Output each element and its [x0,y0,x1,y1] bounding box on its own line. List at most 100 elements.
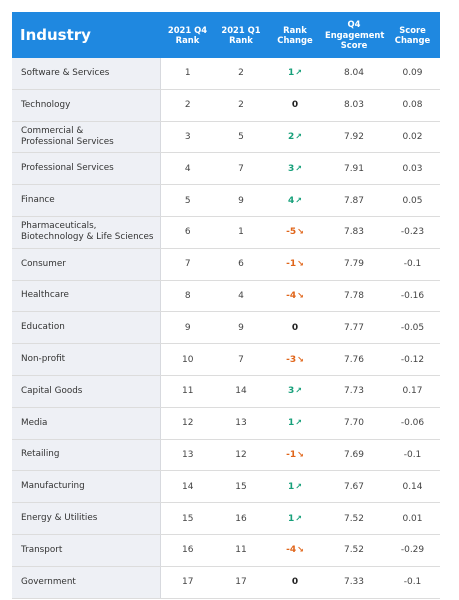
rank-change-value: -4 [286,290,297,301]
q1-rank-cell: 2 [215,58,267,90]
industry-label: Finance [21,195,55,206]
header-line: Change [394,35,431,45]
rank-change-value: 1 [288,513,295,524]
score-change-cell: 0.05 [385,184,440,217]
engagement-score-cell: 7.76 [323,343,385,376]
header-line: Change [277,35,313,45]
table-body: Software & Services 1 2 1↗ 8.04 0.09 Technolog… [12,58,440,599]
table-row: Education 9 9 0 7.77 -0.05 [12,311,440,345]
q4-rank-cell: 11 [160,375,215,408]
engagement-score-cell: 7.52 [323,534,385,567]
score-change-cell: -0.1 [385,566,440,599]
q1-rank-cell: 7 [215,152,267,186]
q4-rank-cell: 12 [160,407,215,440]
rank-change-value: 1 [288,481,295,492]
q4-rank-cell: 10 [160,343,215,376]
rank-change-value: 2 [288,131,295,142]
header-rank-change: Rank Change [267,12,323,58]
header-line: Rank [283,24,307,35]
q1-rank-cell: 6 [215,248,267,281]
table-row: Manufacturing 14 15 1↗ 7.67 0.14 [12,470,440,504]
header-score-change: Score Change [385,12,440,58]
industry-label: Education [21,322,65,333]
table-row: Transport 16 11 -4↘ 7.52 -0.29 [12,534,440,567]
rank-change-cell: -5↘ [267,216,323,249]
score-change-cell: -0.1 [385,248,440,281]
rank-change-value: 1 [288,418,295,429]
industry-label: Energy & Utilities [21,513,98,524]
q4-rank-cell: 15 [160,502,215,535]
table-row: Non-profit 10 7 -3↘ 7.76 -0.12 [12,343,440,376]
score-change-cell: 0.17 [385,375,440,408]
q1-rank-cell: 15 [215,470,267,504]
header-q1-rank: 2021 Q1 Rank [215,12,267,58]
table-row: Technology 2 2 0 8.03 0.08 [12,89,440,122]
score-change-cell: 0.01 [385,502,440,535]
header-line: 2021 Q4 [167,24,208,35]
score-change-cell: -0.29 [385,534,440,567]
header-engagement-score: Q4 Engagement Score [323,12,385,58]
rank-change-value: 1 [288,68,295,79]
header-industry: Industry [12,12,160,58]
rank-change-cell: 0 [267,89,323,122]
score-change-cell: -0.12 [385,343,440,376]
table-row: Software & Services 1 2 1↗ 8.04 0.09 [12,58,440,90]
q1-rank-cell: 7 [215,343,267,376]
engagement-score-cell: 7.92 [323,121,385,154]
industry-label: Consumer [21,258,66,269]
q1-rank-cell: 1 [215,216,267,249]
table-row: Pharmaceuticals, Biotechnology & Life Sci… [12,216,440,249]
industry-cell: Non-profit [12,343,161,376]
engagement-score-cell: 7.69 [323,439,385,472]
header-line: Engagement [325,29,385,40]
q1-rank-cell: 9 [215,184,267,217]
table-row: Government 17 17 0 7.33 -0.1 [12,566,440,599]
engagement-score-cell: 8.03 [323,89,385,122]
industry-cell: Education [12,311,161,345]
table-row: Consumer 7 6 -1↘ 7.79 -0.1 [12,248,440,281]
rank-change-value: 0 [291,322,299,333]
engagement-score-cell: 7.87 [323,184,385,217]
arrow-up-right-icon: ↗ [295,195,302,205]
engagement-score-cell: 7.33 [323,566,385,599]
header-row: Industry 2021 Q4 Rank 2021 Q1 Rank Rank … [12,12,440,58]
q1-rank-cell: 4 [215,280,267,313]
arrow-down-right-icon: ↘ [297,290,304,300]
q1-rank-cell: 16 [215,502,267,535]
score-change-cell: -0.05 [385,311,440,345]
rank-change-value: -3 [286,354,297,365]
header-q4-rank: 2021 Q4 Rank [160,12,215,58]
rank-change-value: -4 [286,545,297,556]
arrow-up-right-icon: ↗ [295,418,302,428]
industry-label: Retailing [21,449,60,460]
header-line: Score [340,40,368,51]
industry-label: Transport [21,544,63,555]
engagement-score-cell: 7.79 [323,248,385,281]
q4-rank-cell: 13 [160,439,215,472]
rank-change-cell: 2↗ [267,121,323,154]
rank-change-cell: 0 [267,566,323,599]
score-change-cell: 0.14 [385,470,440,504]
q1-rank-cell: 5 [215,121,267,154]
industry-cell: Retailing [12,439,161,472]
q4-rank-cell: 1 [160,58,215,90]
industry-label: Software & Services [21,67,110,78]
industry-label: Media [21,417,48,428]
industry-cell: Commercial & Professional Services [12,121,161,154]
industry-label: Technology [21,99,71,110]
engagement-score-cell: 7.67 [323,470,385,504]
rank-change-cell: 1↗ [267,502,323,535]
industry-cell: Technology [12,89,161,122]
rank-change-cell: 1↗ [267,58,323,90]
rank-change-value: -1 [286,449,297,460]
industry-label: Government [21,576,76,587]
rank-change-value: -1 [286,259,297,270]
table-row: Finance 5 9 4↗ 7.87 0.05 [12,184,440,217]
arrow-up-right-icon: ↗ [295,513,302,523]
rank-change-cell: -3↘ [267,343,323,376]
engagement-score-cell: 7.83 [323,216,385,249]
rank-change-cell: 0 [267,311,323,345]
arrow-down-right-icon: ↘ [297,449,304,459]
q4-rank-cell: 9 [160,311,215,345]
q4-rank-cell: 5 [160,184,215,217]
